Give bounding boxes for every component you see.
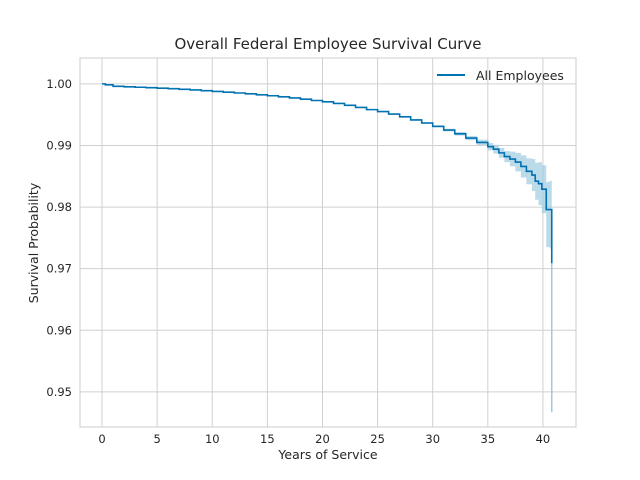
y-axis-title: Survival Probability [26, 182, 41, 303]
x-axis-title: Years of Service [277, 447, 377, 462]
x-tick-label: 15 [260, 432, 275, 446]
y-tick-label: 0.98 [46, 200, 72, 214]
x-tick-label: 20 [315, 432, 330, 446]
legend-label-all-employees: All Employees [476, 68, 564, 83]
x-tick-label: 10 [205, 432, 220, 446]
y-tick-label: 0.99 [46, 138, 72, 152]
confidence-band-layer [102, 83, 553, 413]
series-line-layer [102, 83, 553, 264]
y-tick-label: 0.97 [46, 262, 72, 276]
y-tick-label: 1.00 [46, 77, 72, 91]
legend: All Employees [437, 68, 564, 83]
series-line-0 [102, 83, 553, 264]
plot-frame [79, 57, 577, 428]
y-tick-label: 0.95 [46, 385, 72, 399]
x-tick-label: 35 [481, 432, 496, 446]
tick-label-layer: 0 5 10 15 20 25 30 35 40 0.95 0.96 0.97 0.98 0.99 1.00 [46, 77, 550, 446]
x-tick-label: 40 [536, 432, 551, 446]
plot-background [80, 58, 576, 427]
y-tick-label: 0.96 [46, 323, 72, 337]
x-tick-label: 0 [98, 432, 105, 446]
x-tick-label: 25 [370, 432, 385, 446]
x-tick-label: 30 [425, 432, 440, 446]
x-tick-label: 5 [153, 432, 160, 446]
chart-title: Overall Federal Employee Survival Curve [174, 35, 481, 53]
